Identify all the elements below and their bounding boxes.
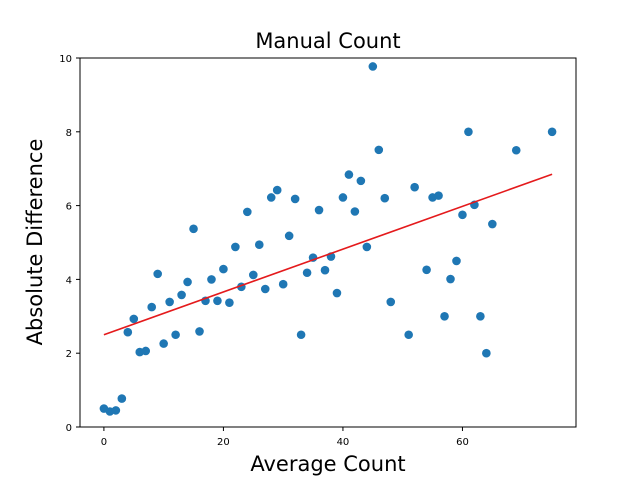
scatter-point [476, 312, 485, 321]
scatter-point [243, 207, 252, 217]
plot-area [99, 62, 557, 416]
scatter-point [231, 242, 240, 252]
scatter-point [482, 348, 491, 358]
scatter-point [290, 194, 300, 204]
scatter-point [183, 277, 192, 287]
y-tick-label: 4 [66, 275, 72, 286]
scatter-point [356, 176, 366, 186]
x-axis-title: Average Count [250, 452, 405, 476]
x-axis: 0 20 40 60 [101, 427, 469, 448]
scatter-point [254, 240, 264, 250]
x-tick-label: 0 [101, 437, 107, 448]
scatter-point [386, 297, 396, 307]
scatter-point [141, 346, 151, 356]
scatter-point [284, 231, 294, 241]
chart-title: Manual Count [255, 29, 400, 53]
y-axis: 0 2 4 6 8 10 [59, 54, 80, 434]
scatter-point [362, 242, 372, 252]
scatter-point [213, 296, 222, 306]
scatter-point [117, 394, 127, 403]
scatter-point [380, 193, 390, 203]
y-tick-label: 8 [66, 128, 72, 139]
scatter-point [410, 182, 419, 192]
x-tick-label: 40 [337, 437, 350, 448]
y-tick-label: 0 [66, 423, 72, 434]
scatter-point [422, 265, 431, 275]
scatter-point [374, 145, 384, 155]
plot-frame [79, 57, 577, 428]
scatter-point [488, 219, 497, 229]
scatter-point [189, 224, 198, 234]
scatter-point [368, 62, 378, 71]
trend-line [103, 173, 553, 336]
scatter-point [350, 207, 360, 216]
scatter-point [260, 284, 270, 294]
scatter-point [111, 406, 121, 415]
scatter-point [177, 290, 186, 300]
y-axis-title: Absolute Difference [23, 139, 47, 346]
scatter-point [219, 264, 228, 274]
scatter-point [434, 191, 443, 200]
scatter-point [195, 327, 204, 336]
scatter-point [278, 279, 288, 289]
scatter-point [165, 297, 174, 307]
x-tick-label: 20 [217, 437, 230, 448]
scatter-point [129, 314, 139, 324]
scatter-point [344, 170, 354, 179]
y-tick-label: 10 [59, 54, 72, 65]
scatter-point [296, 330, 306, 340]
scatter-point [266, 193, 276, 202]
scatter-point [332, 288, 342, 298]
scatter-point [314, 205, 324, 215]
scatter-point [440, 312, 449, 321]
scatter-point [404, 330, 413, 340]
scatter-point [458, 210, 467, 220]
scatter-point [123, 327, 133, 337]
scatter-point [272, 185, 282, 195]
scatter-point [338, 193, 348, 202]
scatter-point [452, 256, 461, 266]
scatter-point [171, 330, 180, 340]
scatter-point [547, 127, 557, 137]
scatter-point [446, 274, 455, 284]
scatter-point [159, 339, 168, 348]
x-tick-label: 60 [456, 437, 469, 448]
scatter-point [464, 127, 473, 137]
scatter-point [302, 268, 312, 278]
scatter-point [511, 145, 521, 155]
scatter-point [153, 269, 162, 279]
scatter-point [207, 275, 216, 284]
scatter-point [225, 298, 234, 307]
scatter-point [320, 265, 330, 275]
y-tick-label: 6 [66, 202, 72, 213]
scatter-point [249, 270, 258, 280]
scatter-point [147, 302, 157, 312]
y-tick-label: 2 [66, 349, 72, 360]
